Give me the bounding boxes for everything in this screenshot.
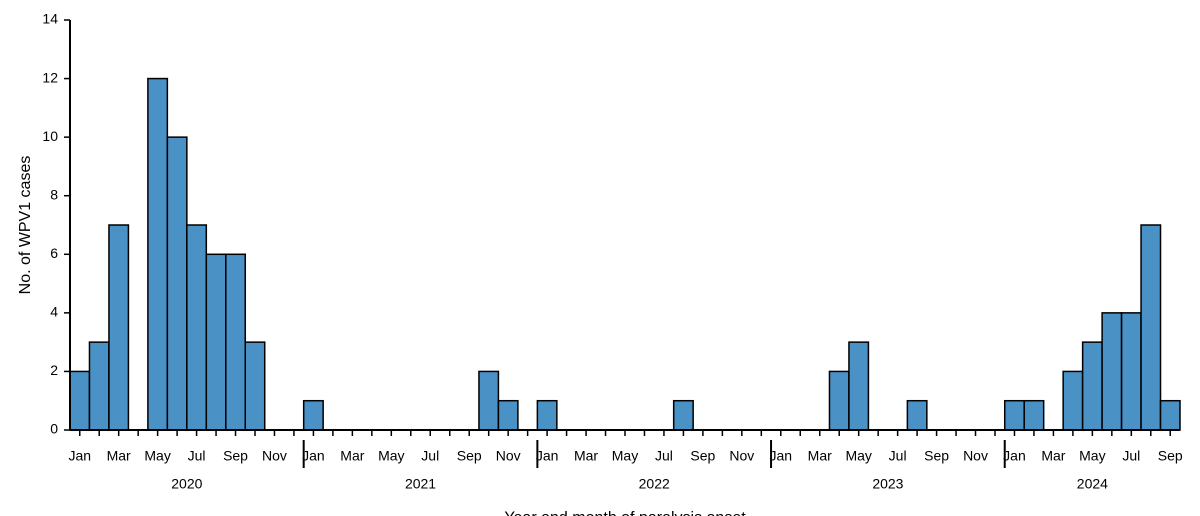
bar — [1161, 401, 1180, 430]
x-month-label: Jan — [302, 447, 325, 463]
x-year-label: 2023 — [872, 475, 903, 491]
x-month-label: Jan — [536, 447, 559, 463]
bar — [537, 401, 556, 430]
bar — [479, 371, 498, 430]
x-month-label: Mar — [340, 447, 364, 463]
bar — [245, 342, 264, 430]
x-month-label: May — [144, 447, 170, 463]
bar — [187, 225, 206, 430]
bar — [849, 342, 868, 430]
bar-chart: 0 2 4 6 8 10 12 14 No. of WPV1 cases Jan Mar May Jul… — [0, 0, 1200, 516]
x-month-label: Mar — [1041, 447, 1065, 463]
x-month-label: Sep — [223, 447, 248, 463]
bar — [674, 401, 693, 430]
x-month-label: Sep — [1158, 447, 1183, 463]
bar — [1005, 401, 1024, 430]
x-month-label: Jul — [889, 447, 907, 463]
y-tick-label: 0 — [50, 421, 58, 437]
x-month-label: Jul — [421, 447, 439, 463]
bar — [1102, 313, 1121, 430]
bar — [206, 254, 225, 430]
x-month-label: May — [378, 447, 404, 463]
x-month-label: Nov — [496, 447, 521, 463]
bar — [829, 371, 848, 430]
y-tick-label: 10 — [42, 128, 58, 144]
x-year-label: 2020 — [171, 475, 202, 491]
x-year-label: 2021 — [405, 475, 436, 491]
x-month-label: Jul — [1122, 447, 1140, 463]
bar — [1122, 313, 1141, 430]
x-axis-label: Year and month of paralysis onset — [504, 509, 746, 516]
x-month-label: Jan — [1003, 447, 1026, 463]
x-month-label: Jan — [770, 447, 793, 463]
bar — [907, 401, 926, 430]
y-tick-label: 6 — [50, 245, 58, 261]
bar — [226, 254, 245, 430]
x-year-label: 2024 — [1077, 475, 1108, 491]
x-month-label: Mar — [107, 447, 131, 463]
y-tick-label: 8 — [50, 186, 58, 202]
bar — [498, 401, 517, 430]
y-tick-label: 14 — [42, 11, 58, 27]
x-month-label: Jan — [68, 447, 91, 463]
bar — [167, 137, 186, 430]
x-month-label: Nov — [963, 447, 988, 463]
y-axis-label: No. of WPV1 cases — [17, 156, 34, 295]
bar — [1083, 342, 1102, 430]
bar — [1063, 371, 1082, 430]
bar — [148, 79, 167, 430]
chart-container: 0 2 4 6 8 10 12 14 No. of WPV1 cases Jan Mar May Jul… — [0, 0, 1200, 516]
x-month-label: May — [612, 447, 638, 463]
x-month-label: Nov — [729, 447, 754, 463]
bar — [1024, 401, 1043, 430]
x-month-label: Jul — [188, 447, 206, 463]
x-month-label: Sep — [457, 447, 482, 463]
bar — [70, 371, 89, 430]
y-tick-label: 2 — [50, 362, 58, 378]
x-month-label: May — [1079, 447, 1105, 463]
x-month-label: Mar — [574, 447, 598, 463]
bar — [1141, 225, 1160, 430]
x-month-label: May — [845, 447, 871, 463]
bar — [89, 342, 108, 430]
x-month-label: Jul — [655, 447, 673, 463]
x-month-label: Sep — [924, 447, 949, 463]
x-month-label: Mar — [808, 447, 832, 463]
bar — [109, 225, 128, 430]
x-month-label: Sep — [690, 447, 715, 463]
x-month-label: Nov — [262, 447, 287, 463]
y-tick-label: 4 — [50, 304, 58, 320]
bar — [304, 401, 323, 430]
x-year-label: 2022 — [639, 475, 670, 491]
y-tick-label: 12 — [42, 69, 58, 85]
